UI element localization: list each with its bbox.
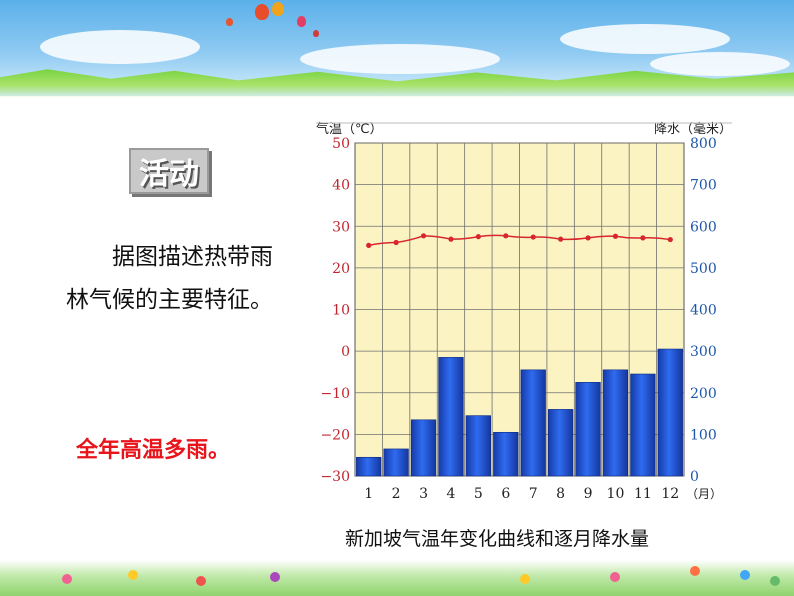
right-axis-tick-label: 700 (690, 178, 717, 194)
flower-icon (62, 574, 72, 584)
right-axis-tick-label: 500 (690, 261, 717, 277)
right-axis-tick-label: 0 (690, 469, 699, 485)
x-axis-tick-label: 10 (607, 486, 625, 502)
precipitation-bar (547, 409, 574, 477)
precipitation-bar (630, 373, 656, 477)
hot-air-balloon-icon (297, 16, 306, 27)
cloud (40, 30, 200, 64)
x-axis-tick-label: 2 (392, 486, 401, 502)
temperature-point (366, 242, 372, 248)
bottom-grass-decoration (0, 560, 794, 596)
precipitation-bar (575, 382, 601, 477)
temperature-point (640, 235, 646, 241)
hot-air-balloon-icon (255, 4, 269, 20)
left-axis-tick-label: 40 (332, 178, 350, 194)
precipitation-bar (602, 369, 629, 477)
temperature-point (420, 233, 427, 239)
flower-icon (196, 576, 206, 586)
precipitation-bar (465, 415, 492, 477)
question-text: 据图描述热带雨林气候的主要特征。 (66, 244, 273, 313)
hot-air-balloon-icon (272, 2, 284, 16)
temperature-point (558, 236, 564, 242)
right-axis-tick-label: 600 (690, 219, 717, 235)
right-axis-tick-label: 100 (690, 427, 717, 443)
flower-icon (270, 572, 280, 582)
right-axis-tick-label: 300 (690, 344, 717, 360)
left-axis-tick-label: 50 (332, 136, 350, 152)
temperature-point (612, 233, 619, 239)
right-axis-tick-label: 200 (690, 386, 717, 402)
precipitation-bar (356, 456, 382, 477)
x-axis-tick-label: 11 (634, 486, 652, 502)
cloud (650, 52, 790, 76)
precipitation-bar (657, 348, 683, 477)
x-axis-tick-label: 9 (584, 486, 593, 502)
x-axis-tick-label: 5 (474, 486, 483, 502)
right-axis-label: 降水（毫米） (654, 121, 732, 137)
right-axis-tick-label: 800 (690, 136, 717, 152)
temperature-point (393, 239, 399, 246)
x-axis-unit: （月） (686, 487, 722, 501)
x-axis-tick-label: 8 (556, 486, 565, 502)
temperature-point (530, 234, 536, 240)
activity-badge: 活动 (129, 148, 209, 194)
cloud (300, 44, 500, 74)
hot-air-balloon-icon (313, 30, 319, 37)
flower-icon (520, 574, 530, 584)
cloud (560, 24, 730, 54)
precipitation-bar (520, 369, 546, 477)
temperature-point (585, 235, 591, 241)
temperature-point (667, 236, 673, 243)
temperature-point (503, 233, 509, 239)
left-axis-label: 气温（℃） (316, 121, 383, 137)
left-axis-tick-label: 30 (332, 219, 350, 235)
left-axis-tick-label: 20 (332, 261, 350, 277)
x-axis-tick-label: 6 (501, 486, 510, 502)
precipitation-bar (493, 431, 519, 477)
hot-air-balloon-icon (226, 18, 233, 26)
x-axis-tick-label: 3 (419, 486, 428, 502)
x-axis-tick-label: 4 (446, 486, 455, 502)
chart-caption: 新加坡气温年变化曲线和逐月降水量 (345, 528, 650, 550)
left-axis-tick-label: 10 (332, 303, 350, 319)
precipitation-bar (410, 419, 437, 477)
left-axis-tick-label: −10 (320, 386, 350, 402)
left-axis-tick-label: 0 (341, 344, 350, 360)
left-axis-tick-label: −20 (320, 427, 350, 443)
flower-icon (690, 566, 700, 576)
left-axis-tick-label: −30 (320, 469, 350, 485)
x-axis-tick-label: 7 (529, 486, 538, 502)
flower-icon (128, 570, 138, 580)
precipitation-bar (383, 448, 409, 477)
flower-icon (610, 572, 620, 582)
flower-icon (740, 570, 750, 580)
right-axis-tick-label: 400 (690, 303, 717, 319)
temperature-point (448, 236, 454, 242)
flower-icon (770, 576, 780, 586)
x-axis-tick-label: 12 (661, 486, 679, 502)
precipitation-bar (438, 357, 464, 477)
temperature-point (475, 234, 481, 240)
answer-text: 全年高温多雨。 (76, 438, 231, 463)
climate-chart: 50403020100−10−20−3080070060050040030020… (316, 121, 732, 502)
x-axis-tick-label: 1 (364, 486, 373, 502)
